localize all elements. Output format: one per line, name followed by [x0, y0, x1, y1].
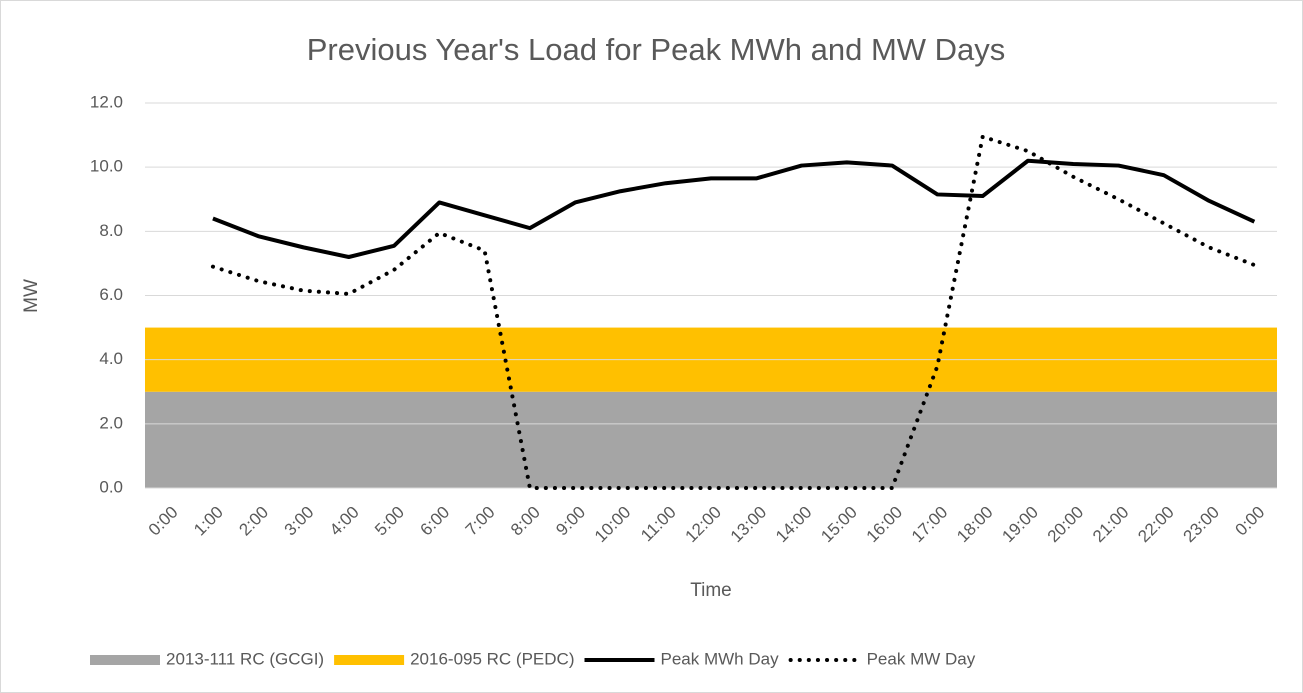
- y-tick-label: 6.0: [99, 285, 123, 304]
- legend-label: 2016-095 RC (PEDC): [410, 649, 574, 668]
- chart-title: Previous Year's Load for Peak MWh and MW…: [307, 32, 1006, 67]
- y-tick-label: 2.0: [99, 413, 123, 432]
- y-tick-label: 4.0: [99, 349, 123, 368]
- legend-label: 2013-111 RC (GCGI): [166, 649, 324, 668]
- y-tick-label: 0.0: [99, 477, 123, 496]
- line: [212, 158, 1256, 259]
- y-tick-label: 10.0: [90, 157, 123, 176]
- legend-label: Peak MWh Day: [661, 649, 780, 668]
- y-axis-label: MW: [21, 279, 42, 313]
- legend-label: Peak MW Day: [867, 649, 976, 668]
- x-axis-label: Time: [690, 580, 732, 601]
- legend-swatch: [90, 655, 160, 665]
- y-tick-label: 12.0: [90, 92, 123, 111]
- legend-swatch: [334, 655, 405, 665]
- y-tick-label: 8.0: [99, 221, 123, 240]
- band: [145, 391, 1277, 488]
- line: [210, 134, 1257, 490]
